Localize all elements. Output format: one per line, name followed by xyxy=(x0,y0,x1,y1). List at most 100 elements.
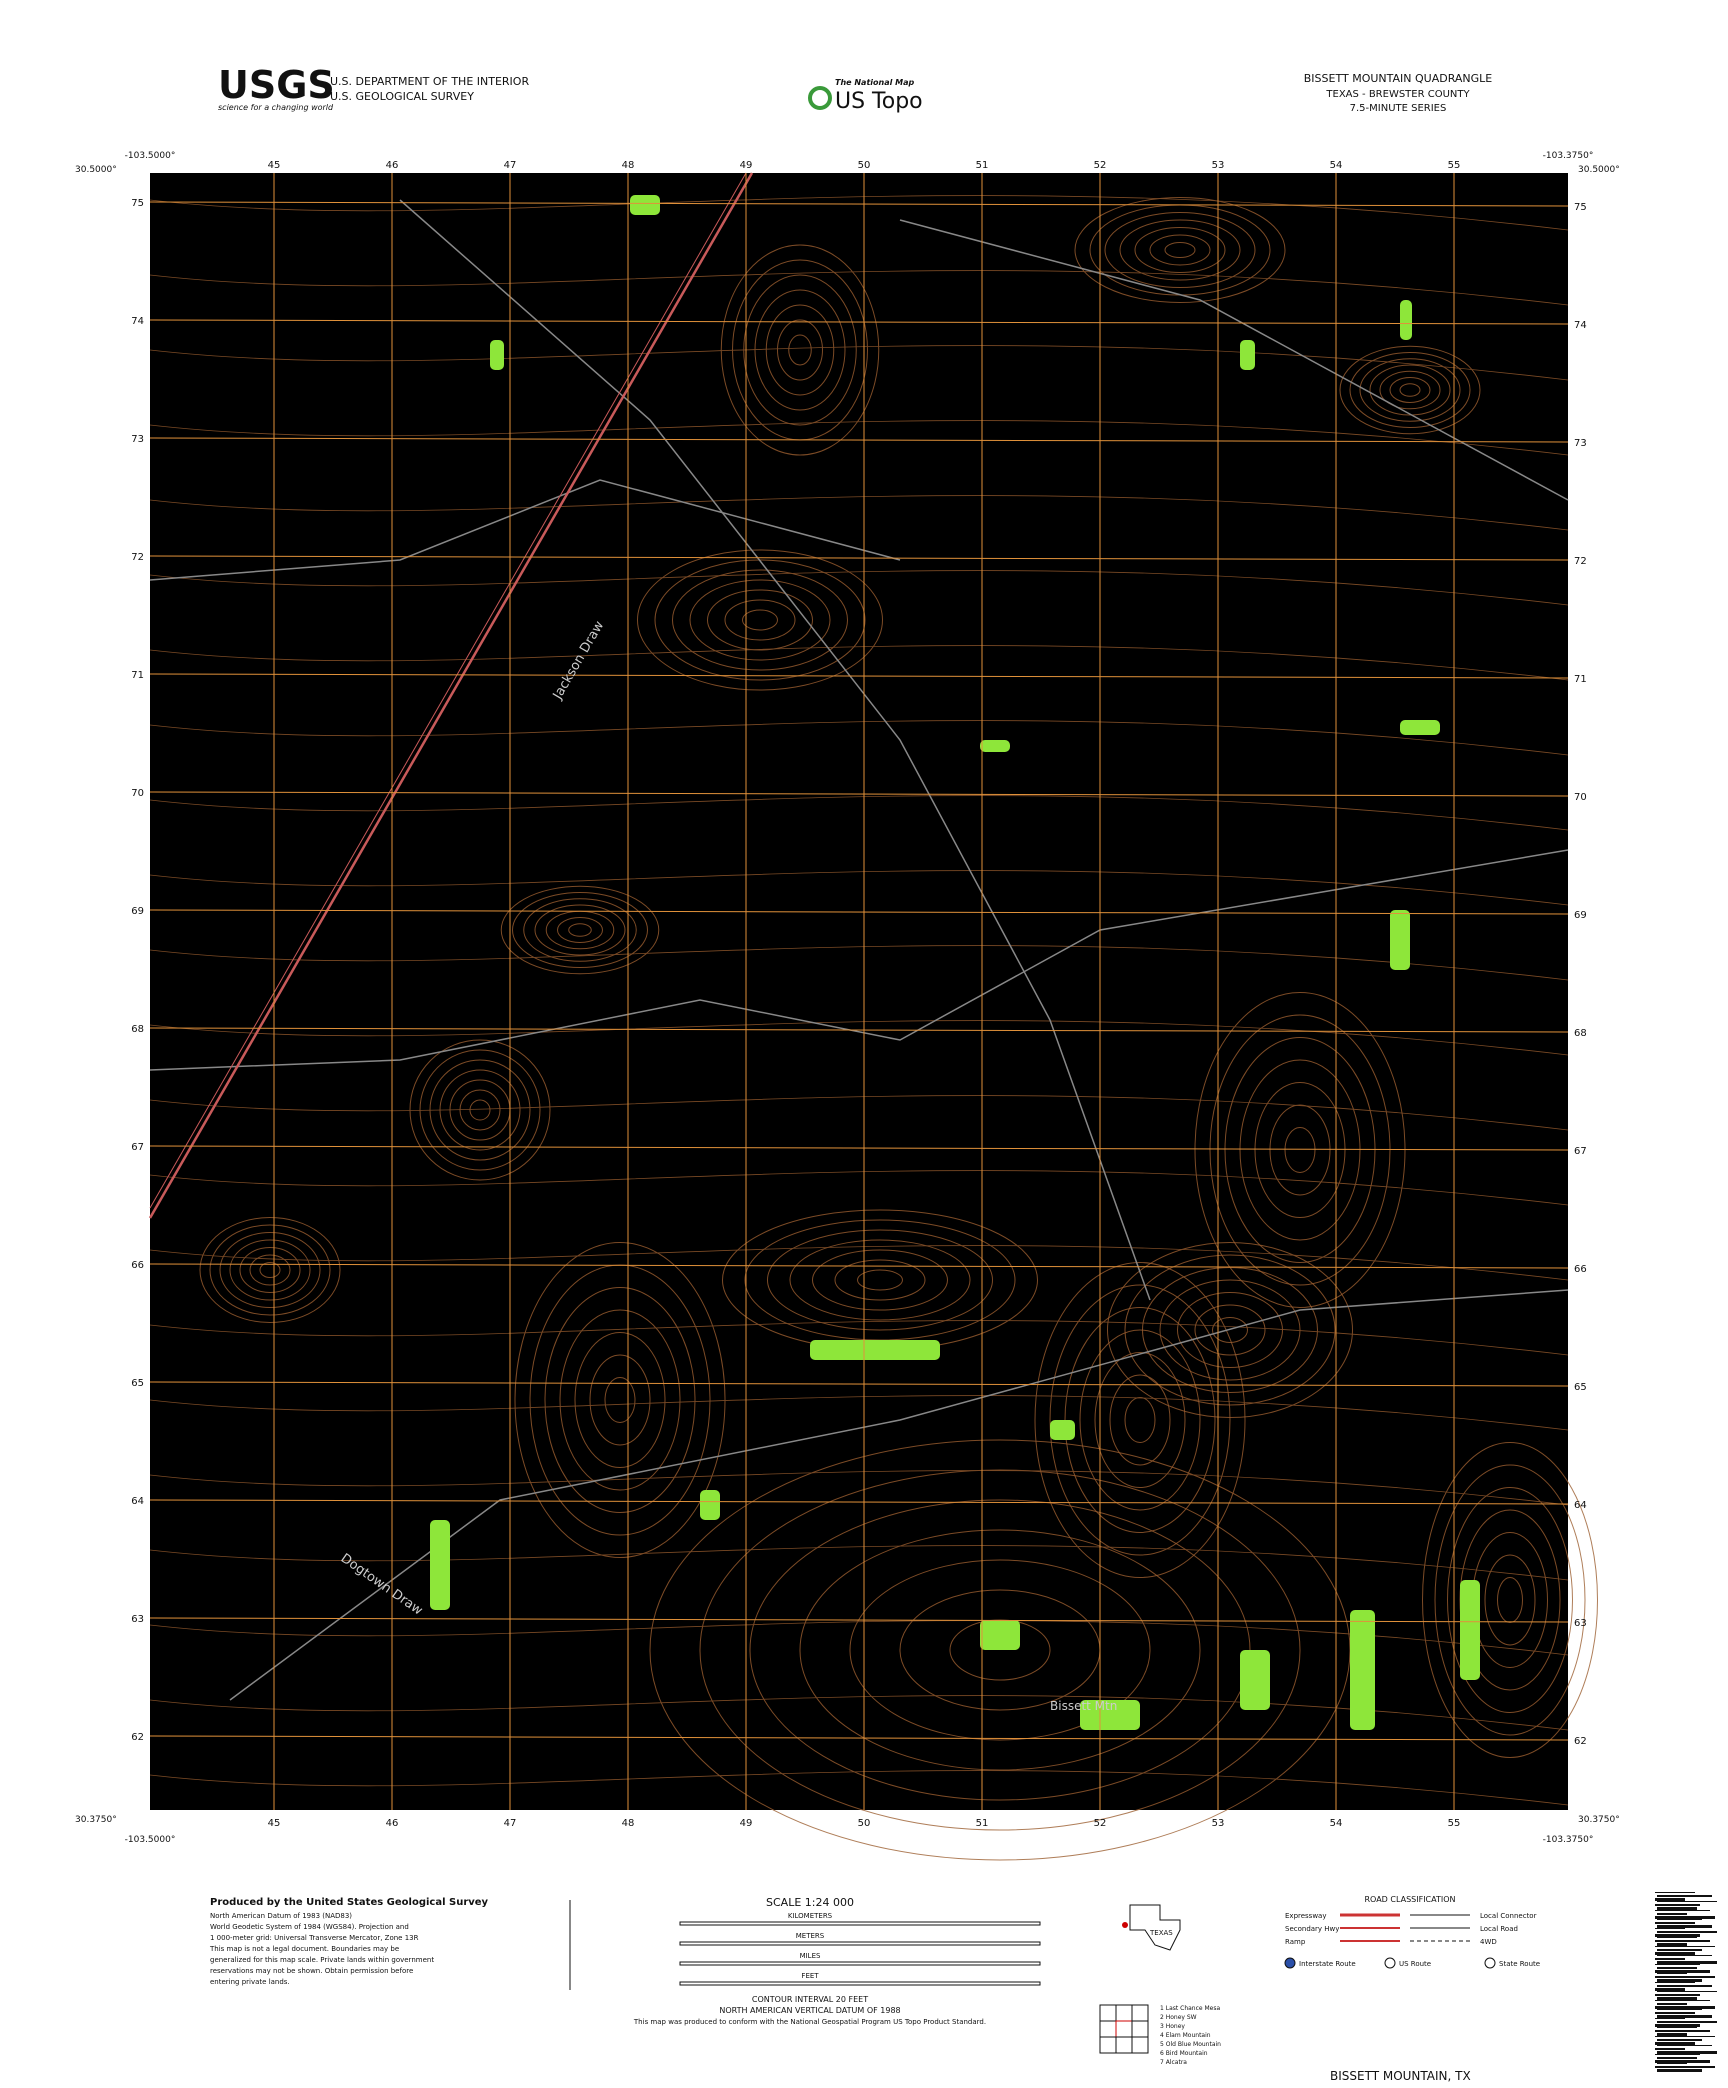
contour xyxy=(707,589,813,651)
contour xyxy=(1134,227,1226,273)
datum: NORTH AMERICAN VERTICAL DATUM OF 1988 xyxy=(719,2006,900,2015)
adjoining-cell xyxy=(1131,2020,1149,2038)
vegetation xyxy=(1400,720,1440,735)
adjoining-cell xyxy=(1115,2004,1133,2022)
adjoining-name: 7 Alcatra xyxy=(1160,2059,1187,2066)
location-dot xyxy=(1122,1922,1128,1928)
road-legend: Expressway Secondary Hwy Ramp Local Connect… xyxy=(1284,1912,1540,1969)
contour xyxy=(1389,377,1431,403)
northing-label: 71 xyxy=(131,670,144,681)
grid-line xyxy=(149,1735,1569,1741)
contour xyxy=(1124,1254,1336,1406)
contour xyxy=(1434,1464,1586,1736)
barcode-bar xyxy=(1657,2027,1697,2028)
contour xyxy=(1269,1104,1331,1196)
barcode-bar xyxy=(1657,1937,1697,1938)
easting-label: 53 xyxy=(1212,1818,1225,1829)
road xyxy=(149,479,901,581)
barcode-bar xyxy=(1655,1916,1715,1919)
grid-line xyxy=(149,1027,1569,1033)
contour xyxy=(1379,370,1441,410)
quad-name: BISSETT MOUNTAIN, TX xyxy=(1330,2069,1471,2083)
state: TEXAS xyxy=(1149,1929,1173,1937)
vegetation xyxy=(1240,340,1255,370)
contour xyxy=(249,1254,291,1286)
east-lon: -103.3750° xyxy=(1543,151,1594,161)
contour xyxy=(514,1242,726,1558)
contour xyxy=(149,195,1569,231)
route-type: Interstate Route xyxy=(1299,1960,1356,1968)
credit-line: This map is not a legal document. Bounda… xyxy=(209,1945,399,1953)
barcode-bar xyxy=(1657,2063,1687,2064)
program-icon xyxy=(808,86,832,110)
barcode-bar xyxy=(1657,1985,1712,1987)
easting-label: 50 xyxy=(858,160,871,171)
northing-label: 66 xyxy=(1574,1264,1587,1275)
easting-label: 45 xyxy=(268,1818,281,1829)
contour xyxy=(229,1239,311,1301)
survey: U.S. GEOLOGICAL SURVEY xyxy=(330,90,474,103)
contour xyxy=(604,1377,636,1423)
contour xyxy=(149,1695,1569,1731)
contour xyxy=(1107,1242,1353,1418)
barcode-bar xyxy=(1655,2030,1710,2032)
credit-line: World Geodetic System of 1984 (WGS84). P… xyxy=(210,1923,409,1931)
vegetation xyxy=(700,1490,720,1520)
contour xyxy=(149,870,1569,906)
standard: This map was produced to conform with th… xyxy=(633,2018,986,2026)
adjoining-name: 5 Old Blue Mountain xyxy=(1160,2041,1221,2048)
department: U.S. DEPARTMENT OF THE INTERIOR xyxy=(330,75,529,88)
contour xyxy=(689,579,831,661)
scale-unit: KILOMETERS xyxy=(788,1912,833,1920)
contour xyxy=(637,549,883,691)
barcode-bar xyxy=(1655,1892,1695,1893)
contour xyxy=(149,1395,1569,1431)
barcode-bar xyxy=(1657,1967,1697,1969)
route-shield xyxy=(1384,1957,1396,1969)
contour xyxy=(1124,1397,1156,1443)
scale: SCALE 1:24 000 xyxy=(766,1896,854,1909)
barcode-bar xyxy=(1655,1982,1695,1983)
contour xyxy=(544,1287,696,1513)
vegetation xyxy=(1080,1700,1140,1730)
barcode-bar xyxy=(1655,1934,1700,1937)
vegetation xyxy=(980,740,1010,752)
contour xyxy=(754,289,846,411)
contour xyxy=(534,904,626,956)
map-label: Bissett Mtn xyxy=(1050,1699,1117,1713)
adjoining-name: 4 Elam Mountain xyxy=(1160,2032,1211,2039)
program-small: The National Map xyxy=(835,78,915,87)
barcode-bar xyxy=(1657,2009,1702,2010)
northing-label: 74 xyxy=(1574,320,1587,331)
easting-label: 51 xyxy=(976,160,989,171)
easting-label: 52 xyxy=(1094,160,1107,171)
easting-label: 46 xyxy=(386,1818,399,1829)
grid-line xyxy=(149,1145,1569,1151)
northing-label: 66 xyxy=(131,1260,144,1271)
northing-label: 75 xyxy=(131,198,144,209)
contour xyxy=(149,645,1569,681)
grid-line xyxy=(149,201,1569,207)
contour xyxy=(209,1224,331,1316)
barcode-bar xyxy=(1655,1970,1710,1973)
highway xyxy=(149,172,747,1209)
barcode-bar xyxy=(1657,1925,1712,1928)
road-title: ROAD CLASSIFICATION xyxy=(1364,1895,1455,1904)
northing-label: 74 xyxy=(131,316,144,327)
road-type: Ramp xyxy=(1285,1938,1306,1946)
barcode-bar xyxy=(1657,1955,1712,1956)
barcode-bar xyxy=(1655,1994,1700,1996)
footer: Produced by the United States Geological… xyxy=(209,1892,1717,2083)
contour xyxy=(149,1620,1569,1656)
adjoining-cell xyxy=(1131,2036,1149,2054)
adjoining-cell xyxy=(1131,2004,1149,2022)
scale-bar xyxy=(679,1941,1041,1946)
northing-label: 75 xyxy=(1574,202,1587,213)
contour xyxy=(459,1089,501,1131)
west-lon-bottom: -103.5000° xyxy=(125,1835,176,1845)
contour xyxy=(149,720,1569,756)
contour xyxy=(1079,1329,1201,1511)
northing-label: 67 xyxy=(1574,1146,1587,1157)
contour xyxy=(767,1229,993,1331)
vegetation xyxy=(630,195,660,215)
